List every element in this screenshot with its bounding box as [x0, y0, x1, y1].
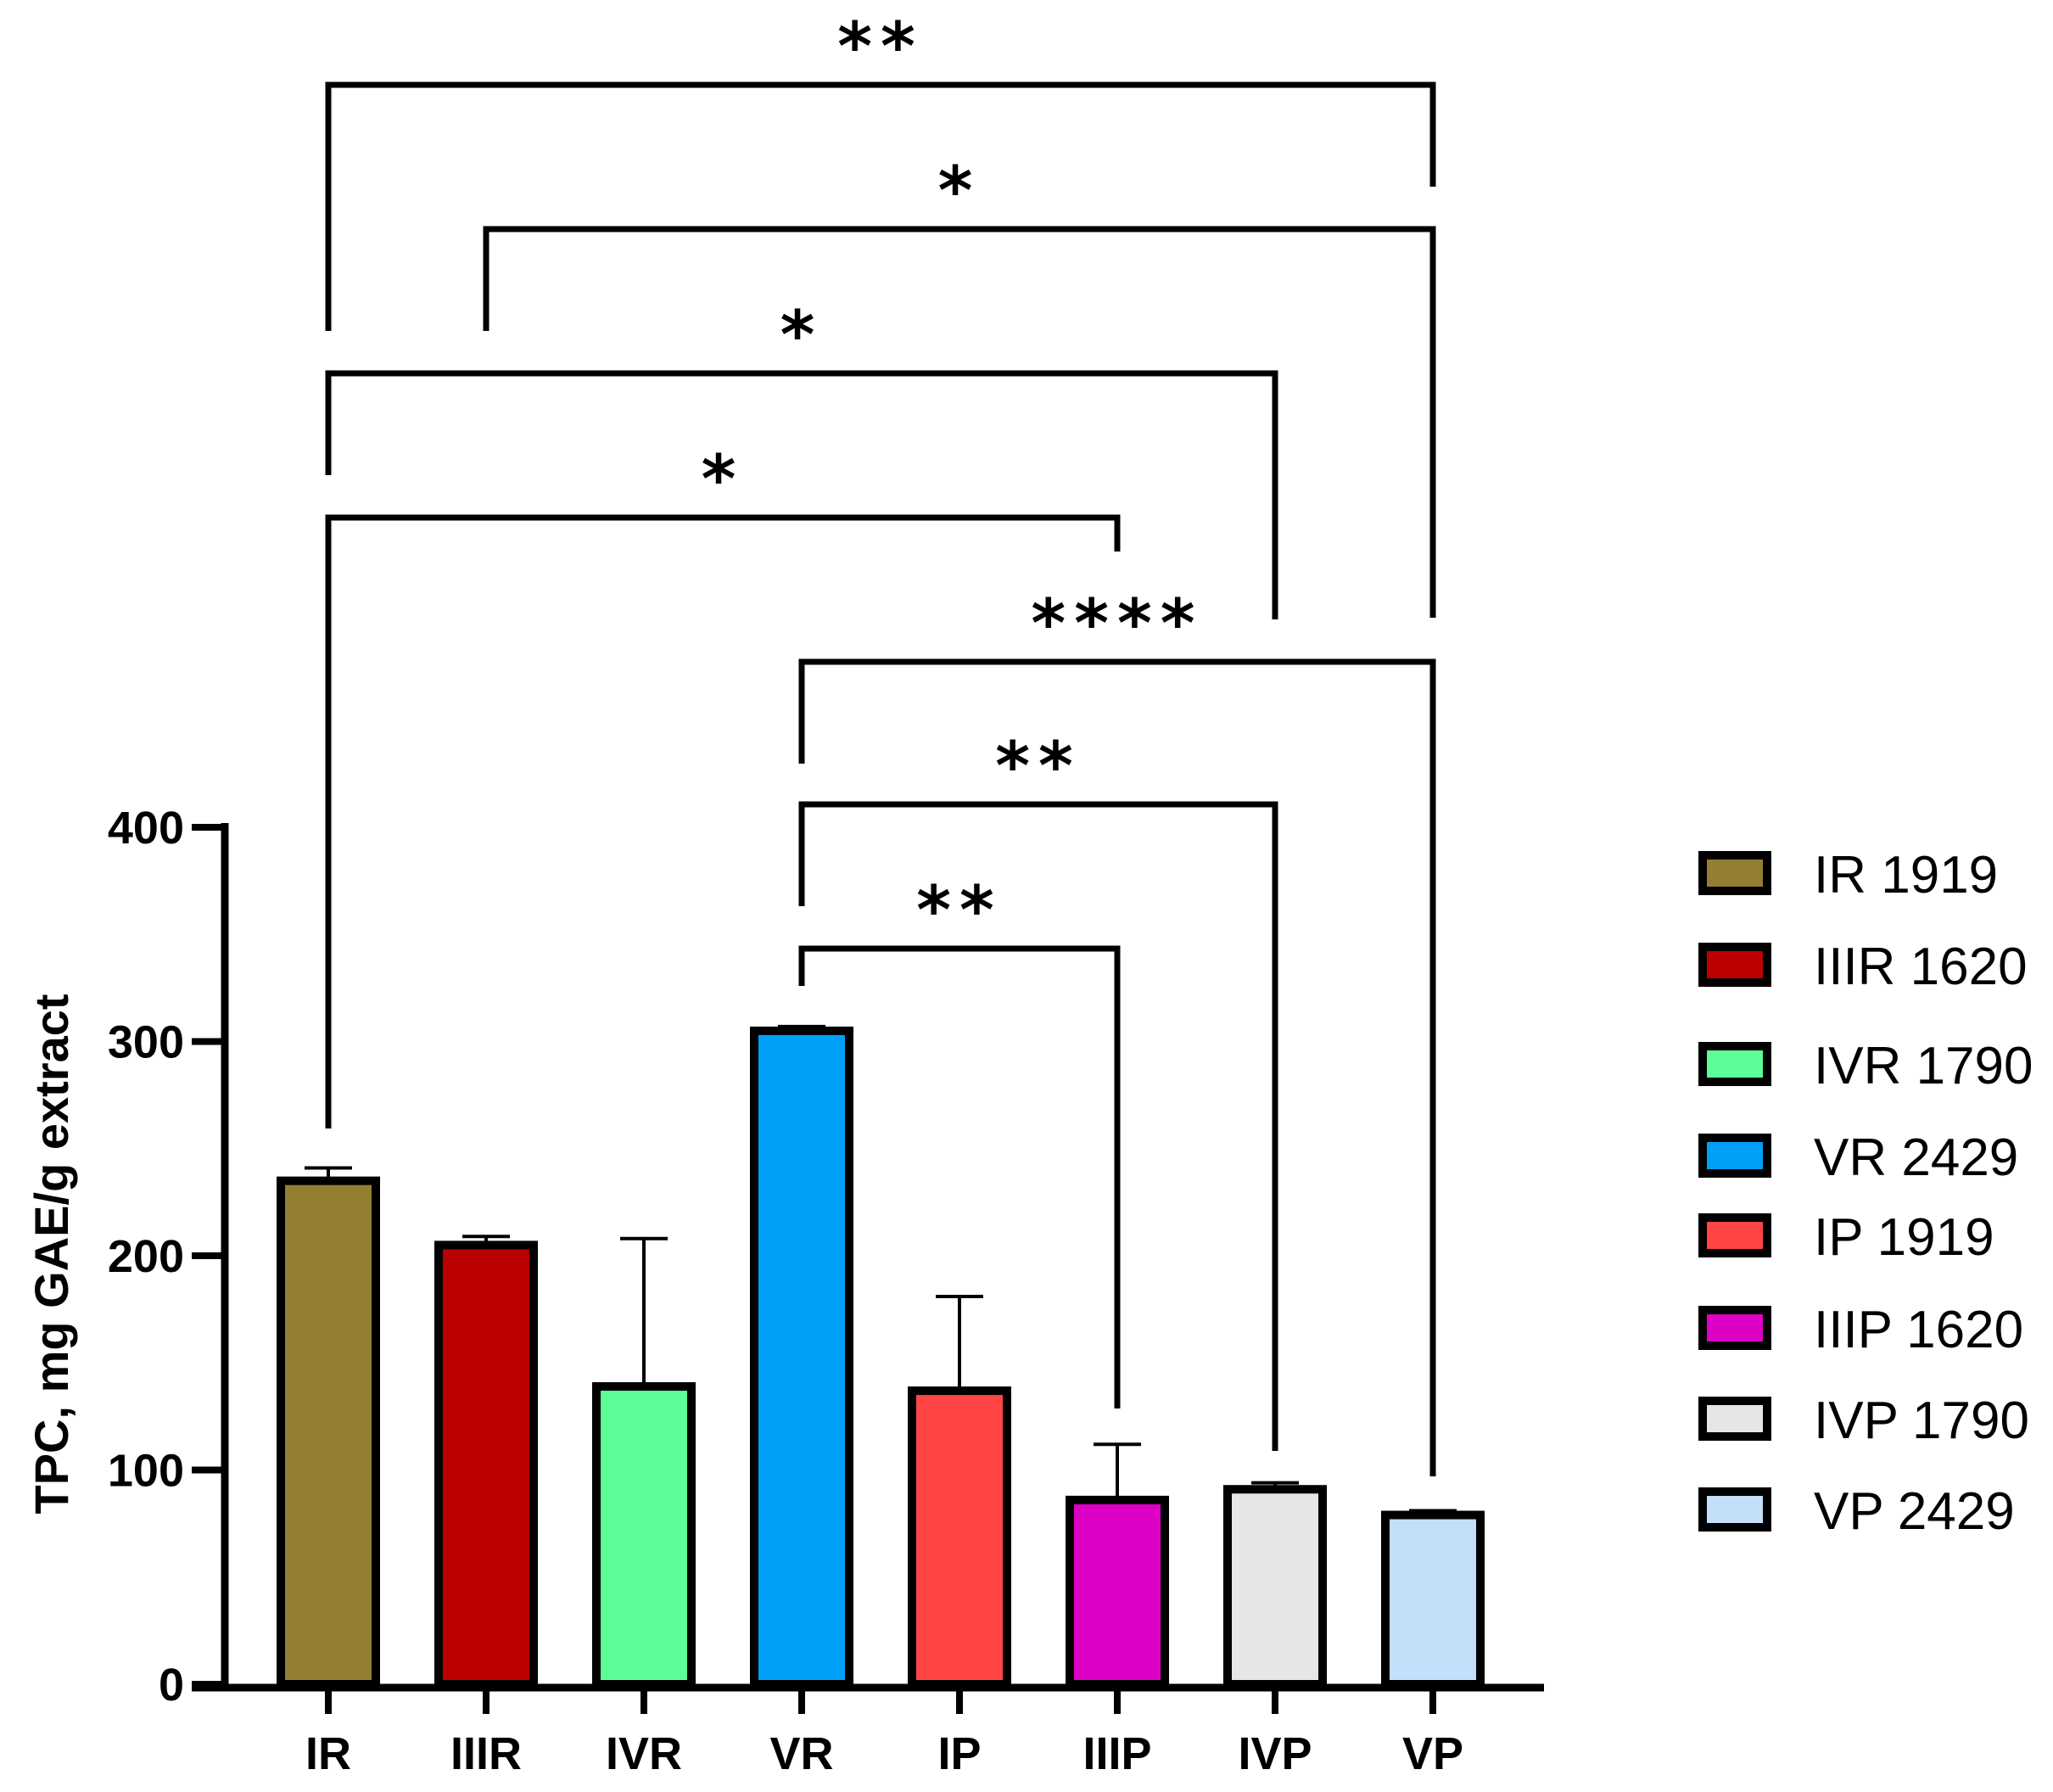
legend-label: IR 1919 [1814, 846, 1998, 904]
legend-swatch [1698, 1397, 1771, 1441]
legend-label: VR 2429 [1814, 1128, 2018, 1187]
legend-swatch [1698, 1306, 1771, 1350]
bar-iiir [434, 1240, 538, 1688]
legend-label: IIIR 1620 [1814, 938, 2028, 996]
error-bars [305, 1024, 1457, 1515]
significance-label: ** [916, 873, 1003, 949]
bar-ivr [592, 1382, 696, 1689]
significance-label: * [938, 154, 982, 230]
legend-swatch [1698, 1042, 1771, 1086]
y-ticks: 0 100 200 300 400 [108, 803, 225, 1711]
significance-bracket [325, 514, 1121, 1128]
axes [192, 823, 1544, 1692]
y-tick-label: 300 [108, 1017, 184, 1068]
legend: IR 1919 IIIR 1620 IVR 1790 VR 2429 IP 1919 II… [1698, 846, 2033, 1541]
x-tick-label-ivp: IVP [1238, 1728, 1312, 1779]
bar-ip [908, 1386, 1011, 1688]
y-tick-label: 400 [108, 803, 184, 854]
x-tick-label-iiip: IIIP [1082, 1728, 1151, 1779]
bar-ivp [1223, 1485, 1327, 1688]
y-axis-label: TPC, mg GAE/g extract [25, 994, 78, 1514]
significance-brackets: ************* [325, 9, 1436, 1476]
significance-bracket [798, 945, 1121, 1408]
y-tick-label: 100 [108, 1446, 184, 1497]
bar-vr [750, 1026, 853, 1688]
legend-swatch [1698, 943, 1771, 987]
legend-label: IVP 1790 [1814, 1392, 2029, 1450]
significance-label: **** [1031, 586, 1203, 663]
bar-vp [1381, 1510, 1485, 1689]
significance-bracket [798, 658, 1436, 1476]
significance-label: * [780, 298, 824, 374]
legend-label: IIIP 1620 [1814, 1301, 2023, 1359]
bars [277, 1026, 1485, 1689]
significance-label: ** [995, 729, 1082, 805]
legend-swatch [1698, 1487, 1771, 1532]
significance-bracket [798, 801, 1278, 1451]
y-tick-label: 200 [108, 1231, 184, 1282]
y-tick-label: 0 [159, 1660, 184, 1711]
significance-bracket [325, 81, 1436, 331]
significance-bracket [483, 226, 1436, 618]
bar-iiip [1066, 1495, 1169, 1688]
x-tick-label-ir: IR [305, 1728, 351, 1779]
legend-swatch [1698, 851, 1771, 895]
x-tick-label-ip: IP [937, 1728, 981, 1779]
significance-bracket [325, 370, 1278, 619]
significance-label: * [702, 442, 745, 518]
x-tick-label-vr: VR [769, 1728, 833, 1779]
x-ticks: IR IIIR IVR VR IP IIIP IVP VP [305, 1688, 1463, 1779]
legend-label: IP 1919 [1814, 1208, 1994, 1267]
legend-swatch [1698, 1134, 1771, 1178]
legend-label: IVR 1790 [1814, 1037, 2033, 1095]
x-tick-label-ivr: IVR [606, 1728, 682, 1779]
x-tick-label-iiir: IIIR [450, 1728, 522, 1779]
legend-label: VP 2429 [1814, 1482, 2015, 1541]
legend-swatch [1698, 1213, 1771, 1257]
bar-ir [277, 1176, 380, 1688]
x-tick-label-vp: VP [1402, 1728, 1463, 1779]
significance-label: ** [837, 9, 924, 86]
